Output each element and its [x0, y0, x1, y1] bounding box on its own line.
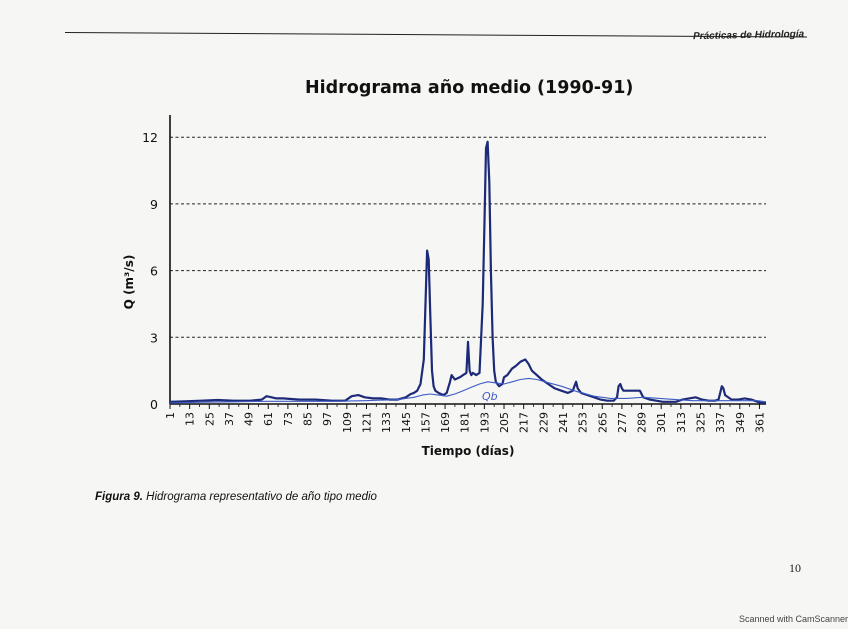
figure-caption: Figura 9. Hidrograma representativo de a…	[95, 491, 377, 503]
axes	[169, 115, 766, 409]
x-tick-label: 169	[439, 412, 452, 433]
x-tick-label: 241	[557, 412, 570, 433]
x-tick-label: 157	[419, 412, 432, 433]
x-tick-label: 337	[714, 412, 727, 433]
chart-title: Hidrograma año medio (1990-91)	[305, 78, 634, 98]
x-tick-label: 37	[223, 412, 236, 426]
x-tick-label: 325	[695, 412, 708, 433]
x-tick-label: 205	[498, 412, 511, 433]
series-lines	[169, 140, 767, 404]
x-tick-label: 361	[753, 412, 766, 433]
x-tick-label: 13	[184, 412, 197, 426]
x-tick-label: 313	[675, 412, 688, 433]
x-tick-label: 217	[518, 412, 531, 433]
x-axis-label: Tiempo (días)	[422, 444, 515, 458]
x-tick-label: 229	[537, 412, 550, 433]
x-tick-label: 49	[243, 412, 256, 426]
x-tick-label: 121	[360, 412, 373, 433]
figure-caption-text: Hidrograma representativo de año tipo me…	[146, 491, 377, 503]
baseflow-line	[169, 377, 767, 404]
baseflow-annotation: Qb	[482, 390, 498, 403]
x-tick-label: 289	[636, 412, 649, 433]
x-tick-label: 25	[203, 412, 216, 426]
x-tick-label: 265	[596, 412, 609, 433]
page-number: 10	[789, 561, 801, 575]
y-axis-label: Q (m³/s)	[122, 255, 136, 310]
x-tick-labels: 1 13 25 37 49 61 73 85 97 109 121 133 145 157 169 181 19…	[164, 412, 766, 433]
x-tick-label: 85	[302, 412, 315, 426]
x-tick-label: 73	[282, 412, 295, 426]
x-tick-label: 1	[164, 412, 177, 419]
x-tick-label: 61	[262, 412, 275, 426]
total-flow-line	[169, 140, 766, 404]
x-tick-label: 109	[341, 412, 354, 433]
x-tick-label: 301	[655, 412, 668, 433]
x-tick-label: 349	[734, 412, 747, 433]
gridlines	[170, 136, 766, 338]
y-tick-label: 12	[142, 130, 158, 145]
figure-label: Figura 9.	[95, 491, 143, 503]
y-tick-label: 9	[150, 197, 158, 212]
y-tick-label: 3	[150, 330, 158, 345]
x-tick-label: 253	[577, 412, 590, 433]
x-tick-label: 133	[380, 412, 393, 433]
scanner-watermark: Scanned with CamScanner	[739, 614, 848, 624]
x-tick-label: 181	[459, 412, 472, 433]
y-tick-label: 6	[150, 264, 158, 279]
x-tick-label: 97	[321, 412, 334, 426]
x-tick-label: 145	[400, 412, 413, 433]
x-tick-label: 193	[478, 412, 491, 433]
y-tick-label: 0	[150, 397, 158, 412]
x-tick-label: 277	[616, 412, 629, 433]
y-tick-labels: 0 3 6 9 12	[142, 130, 158, 412]
